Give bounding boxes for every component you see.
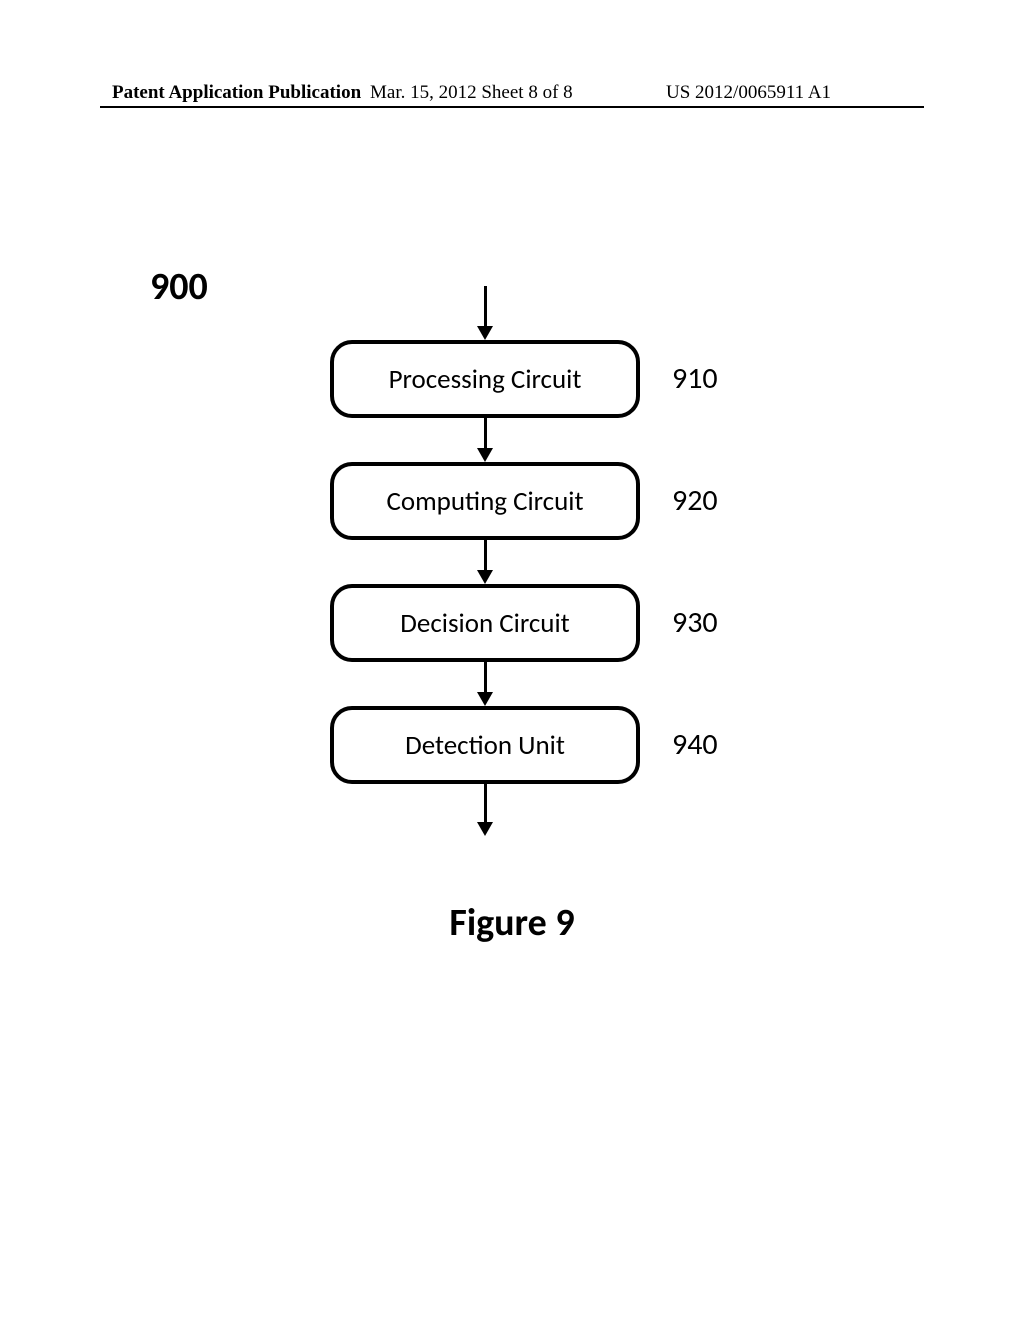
node-label: Processing Circuit [389,363,582,396]
figure-caption: Figure 9 [0,900,1024,946]
arrowhead-icon [477,822,493,836]
arrow-output [484,784,487,822]
header-rule [100,106,924,108]
header-date-sheet: Mar. 15, 2012 Sheet 8 of 8 [370,82,573,104]
arrow-3-4 [484,662,487,692]
arrow-1-2 [484,418,487,448]
patent-page: Patent Application Publication Mar. 15, … [0,0,1024,1320]
node-label: Computing Circuit [386,485,583,518]
arrowhead-icon [477,326,493,340]
node-ref-930: 930 [672,604,718,641]
node-label: Detection Unit [405,729,565,762]
header-publication-type: Patent Application Publication [112,82,361,104]
node-ref-940: 940 [672,726,718,763]
arrow-2-3 [484,540,487,570]
arrowhead-icon [477,692,493,706]
header-publication-number: US 2012/0065911 A1 [666,82,831,104]
node-computing-circuit: Computing Circuit [330,462,640,540]
node-label: Decision Circuit [400,607,569,640]
node-ref-910: 910 [672,360,718,397]
diagram-reference-number: 900 [150,264,208,310]
node-decision-circuit: Decision Circuit [330,584,640,662]
arrow-input [484,286,487,326]
arrowhead-icon [477,448,493,462]
node-processing-circuit: Processing Circuit [330,340,640,418]
node-ref-920: 920 [672,482,718,519]
arrowhead-icon [477,570,493,584]
node-detection-unit: Detection Unit [330,706,640,784]
